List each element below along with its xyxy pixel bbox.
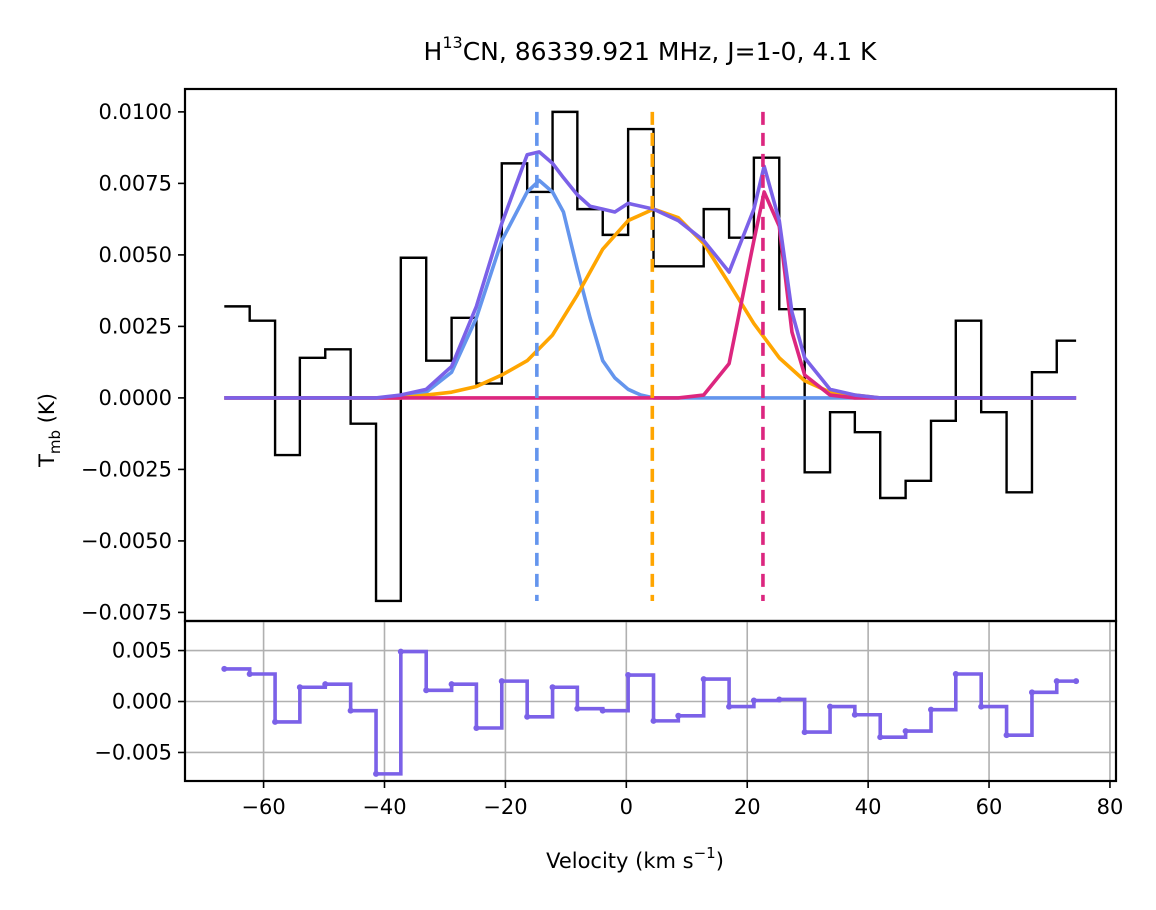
residual-point	[851, 711, 858, 718]
residual-y-tick-label: 0.005	[112, 639, 172, 663]
residual-point	[473, 725, 480, 732]
residual-point	[498, 678, 505, 685]
x-tick-label: 20	[734, 795, 761, 819]
residual-point	[272, 718, 279, 725]
residual-point	[574, 705, 581, 712]
fit-component-line-3	[224, 190, 1077, 400]
residual-point	[373, 770, 380, 777]
residual-axes-frame	[183, 619, 1118, 783]
residual-y-tick-label: 0.000	[112, 690, 172, 714]
x-tick-label: −20	[483, 795, 527, 819]
residual-point	[524, 713, 531, 720]
residual-point	[827, 703, 834, 710]
residual-point	[599, 707, 606, 714]
chart-title: H13CN, 86339.921 MHz, J=1-0, 4.1 K	[424, 33, 877, 66]
residual-point	[978, 703, 985, 710]
residual-point	[347, 707, 354, 714]
y-tick-label: 0.0025	[99, 314, 172, 338]
residual-point	[650, 717, 657, 724]
residual-point	[675, 712, 682, 719]
residual-point	[928, 706, 935, 713]
residual-point	[1053, 678, 1060, 685]
x-tick-label: 40	[855, 795, 882, 819]
residual-step-line	[224, 649, 1077, 776]
residual-point	[246, 670, 253, 677]
residual-panel: −0.005 0.000 0.005 −60 −40 −20 0 20 40 60 80	[94, 619, 1124, 819]
residual-point	[221, 665, 228, 672]
residual-point	[1003, 732, 1010, 739]
residual-point	[877, 734, 884, 741]
residual-point	[776, 696, 783, 703]
residual-point	[322, 681, 329, 688]
residual-point	[296, 684, 303, 691]
x-tick-label: −60	[241, 795, 285, 819]
residual-point	[1073, 678, 1080, 685]
y-tick-label: −0.0050	[81, 529, 172, 553]
residual-point	[750, 697, 757, 704]
residual-point	[726, 703, 733, 710]
y-tick-label: 0.0075	[99, 171, 172, 195]
residual-point	[902, 728, 909, 735]
y-tick-label: 0.0000	[99, 386, 172, 410]
x-tick-label: 80	[1097, 795, 1124, 819]
main-panel: −0.0075 −0.0050 −0.0025 0.0000 0.0025 0.0050 0…	[81, 87, 1118, 624]
residual-point	[448, 681, 455, 688]
y-tick-label: 0.0050	[99, 243, 172, 267]
residual-point	[397, 648, 404, 655]
residual-point	[700, 676, 707, 683]
x-axis-label: Velocity (km s−1)	[546, 844, 724, 873]
residual-point	[423, 687, 430, 694]
residual-point	[549, 684, 556, 691]
x-tick-label: −40	[362, 795, 406, 819]
spectrum-step-line	[224, 110, 1077, 603]
residual-point	[1028, 689, 1035, 696]
x-tick-label: 60	[976, 795, 1003, 819]
y-tick-label: −0.0075	[81, 600, 172, 624]
fit-component-line-4	[224, 150, 1077, 400]
x-tick-label: 0	[620, 795, 633, 819]
residual-y-tick-label: −0.005	[94, 740, 172, 764]
y-tick-label: 0.0100	[99, 100, 172, 124]
y-axis-label: Tmb (K)	[35, 393, 64, 468]
residual-point	[952, 670, 959, 677]
residual-point	[801, 729, 808, 736]
residual-point	[625, 672, 632, 679]
y-tick-label: −0.0025	[81, 457, 172, 481]
